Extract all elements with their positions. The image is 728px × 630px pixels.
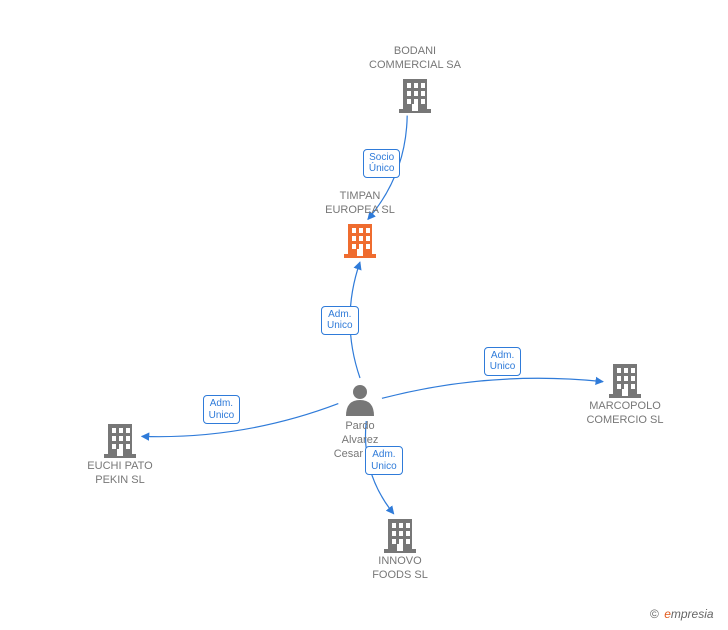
person-icon (346, 385, 374, 416)
edge-label: Adm. Unico (484, 347, 522, 376)
building-icon (104, 424, 136, 458)
watermark-brand-e: e (664, 607, 671, 621)
node-label: TIMPAN EUROPEA SL (300, 190, 420, 218)
graph-svg (0, 0, 728, 630)
edge-label: Adm. Unico (203, 395, 241, 424)
copyright-symbol: © (650, 607, 659, 621)
edge-label: Socio Único (363, 149, 401, 178)
watermark: © empresia (650, 607, 714, 621)
node-label: INNOVO FOODS SL (340, 555, 460, 583)
building-icon (344, 224, 376, 258)
building-icon (384, 519, 416, 553)
edge (382, 378, 603, 398)
node-label: MARCOPOLO COMERCIO SL (565, 400, 685, 428)
edge-label: Adm. Unico (365, 446, 403, 475)
watermark-brand-rest: mpresia (671, 607, 714, 621)
diagram-canvas: BODANI COMMERCIAL SATIMPAN EUROPEA SLPar… (0, 0, 728, 630)
edge-label: Adm. Unico (321, 306, 359, 335)
building-icon (609, 364, 641, 398)
node-label: EUCHI PATO PEKIN SL (60, 460, 180, 488)
node-label: BODANI COMMERCIAL SA (355, 45, 475, 73)
building-icon (399, 79, 431, 113)
